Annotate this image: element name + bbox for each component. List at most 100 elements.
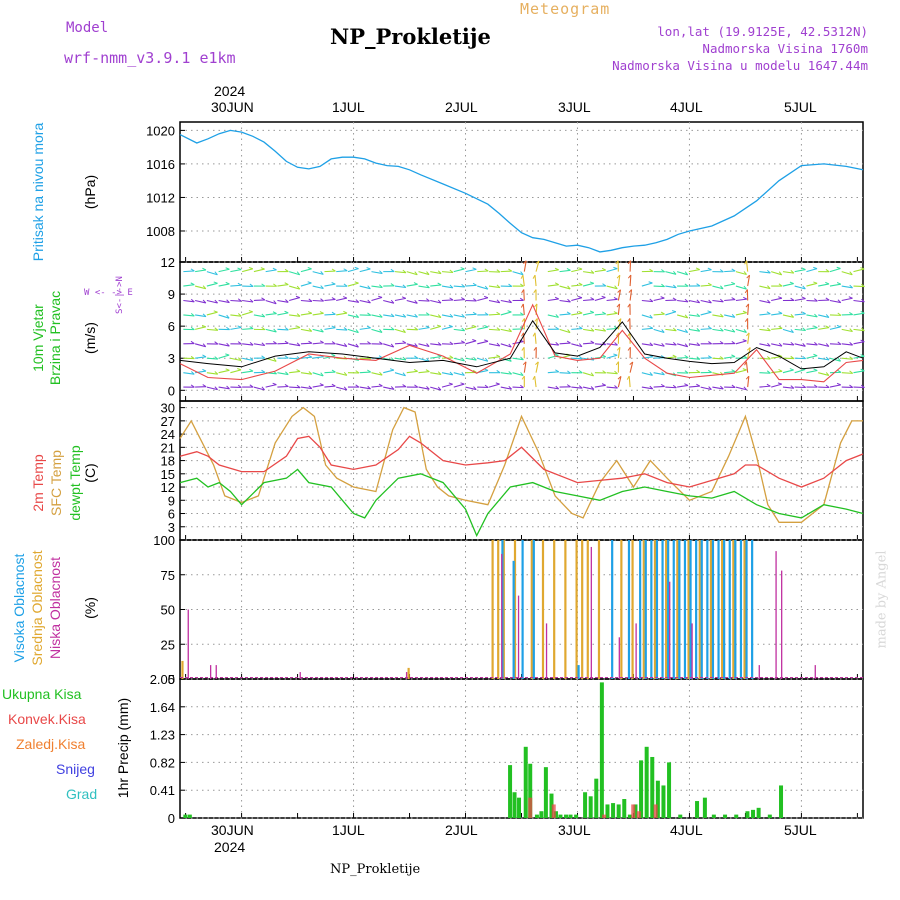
wind-arrow (500, 328, 512, 333)
wind-arrow (230, 314, 242, 317)
precip-bar (695, 801, 700, 818)
wind-arrow-head (778, 325, 783, 329)
wind-arrow (665, 386, 677, 389)
wind-arrow (289, 386, 301, 389)
wind-arrow-head (308, 298, 313, 302)
wind-arrow (406, 343, 418, 347)
wind-arrow (289, 285, 300, 290)
wind-arrow (218, 268, 230, 273)
wind-arrow-head (802, 343, 806, 347)
wind-arrow-head (272, 267, 277, 271)
cloud-bar (739, 540, 743, 679)
wind-arrow-head (589, 281, 594, 284)
wind-arrow (641, 282, 653, 287)
wind-arrow-head (414, 355, 419, 359)
wind-arrow-head (202, 285, 207, 290)
wind-arrow (571, 284, 583, 287)
cloud-bar (187, 609, 189, 679)
wind-arrow-head (367, 299, 371, 304)
wind-arrow (606, 372, 618, 375)
wind-arrow (535, 318, 538, 330)
wind-arrow (488, 383, 500, 388)
wind-arrow (522, 275, 525, 287)
wind-arrow-head (766, 383, 771, 387)
wind-arrow-head (802, 327, 806, 331)
wind-arrow-head (320, 271, 324, 275)
wind-arrow-head (661, 371, 665, 376)
wind-arrow-head (449, 355, 454, 359)
precip-bar (588, 796, 593, 818)
wind-arrow-head (214, 386, 218, 390)
conv-precip-bar (653, 804, 658, 818)
wind-arrow-head (649, 325, 654, 329)
wind-arrow (653, 385, 665, 388)
wind-arrow-head (789, 368, 794, 371)
wind-arrow-head (261, 355, 266, 359)
wind-arrow-head (343, 283, 348, 287)
wind-arrow-head (731, 268, 736, 272)
wind-arrow-head (390, 313, 395, 317)
wind-arrow (745, 361, 749, 373)
wind-arrow-head (508, 283, 513, 287)
wind-arrow-head (190, 371, 195, 375)
cloud-bar (650, 540, 653, 679)
wind-arrow-head (401, 296, 406, 299)
wind-arrow (453, 342, 465, 345)
wind-arrow (418, 271, 430, 276)
wind-arrow (594, 328, 606, 332)
wind-arrow-head (825, 325, 830, 329)
wind-arrow-head (284, 384, 289, 387)
wind-arrow (289, 343, 301, 347)
top-date-2: 2JUL (445, 99, 478, 115)
wind-arrow-head (520, 384, 524, 389)
wind-arrow-head (378, 295, 383, 298)
wind-arrow (206, 372, 218, 375)
wind-arrow (453, 314, 465, 318)
wind-arrow-head (414, 327, 419, 331)
wind-arrow (688, 328, 700, 332)
wind-arrow (277, 328, 289, 331)
footer-station: NP_Prokletije (330, 862, 421, 877)
precip-bar (574, 814, 579, 818)
wind-arrow (606, 298, 618, 302)
wind-arrow-head (460, 267, 465, 270)
wind-arrow (841, 343, 853, 346)
wind-arrow (629, 361, 634, 373)
y-tick-label-pressure: 1020 (146, 123, 175, 138)
wind-arrow-head (766, 370, 771, 374)
wind-arrow (312, 299, 324, 302)
wind-arrow-head (308, 371, 313, 375)
wind-arrow-head (226, 314, 230, 319)
cloud-bar (728, 540, 731, 679)
wind-arrow (782, 283, 794, 287)
wind-arrow-head (813, 353, 818, 357)
wind-arrow (559, 299, 571, 303)
cloud-bar (698, 540, 701, 679)
y-tick-label-temperature: 27 (161, 414, 175, 429)
wind-arrow (394, 285, 406, 289)
wind-arrow-head (460, 297, 465, 300)
conv-precip-bar (528, 797, 533, 818)
wind-arrow (265, 328, 277, 333)
wind-arrow (794, 285, 806, 290)
wind-arrow (312, 328, 324, 333)
wind-arrow (465, 340, 477, 345)
wind-arrow-head (343, 372, 348, 376)
wind-arrow-head (226, 342, 230, 347)
y-tick-label-temperature: 15 (161, 467, 175, 482)
wind-arrow-head (214, 371, 219, 375)
wind-arrow-head (554, 282, 559, 286)
wind-arrow (818, 283, 830, 287)
wind-arrow (453, 372, 465, 376)
wind-arrow-head (355, 384, 360, 388)
wind-arrow-head (578, 295, 583, 299)
wind-arrow-head (814, 341, 818, 346)
wind-arrow-head (237, 341, 242, 345)
wind-arrow (206, 357, 218, 360)
wind-arrow (759, 372, 771, 374)
y-tick-label-temperature: 21 (161, 440, 175, 455)
wind-arrow-head (284, 282, 289, 285)
wind-arrow-head (613, 353, 618, 356)
wind-arrow (441, 271, 454, 274)
wind-arrow-head (261, 369, 266, 373)
